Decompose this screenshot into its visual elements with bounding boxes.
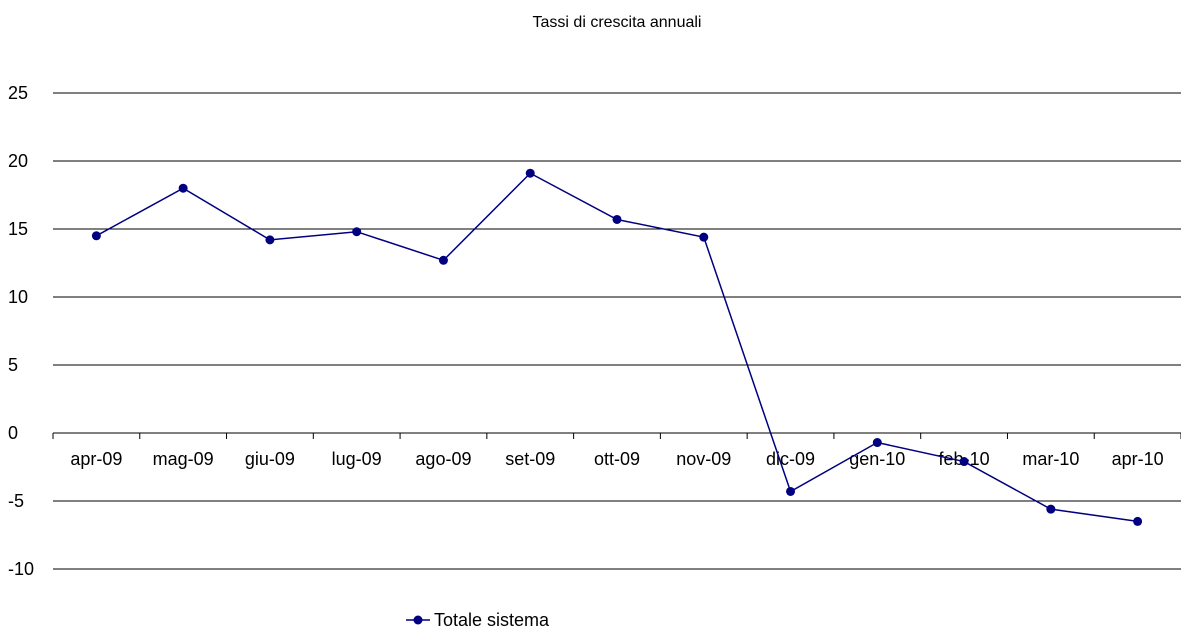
gridlines — [53, 92, 1181, 570]
series-line — [96, 172, 1138, 523]
x-tick-label: ott-09 — [594, 449, 640, 469]
x-tick-label: gen-10 — [849, 449, 905, 469]
data-point — [699, 232, 709, 242]
data-point — [1046, 504, 1056, 514]
y-tick-label: 15 — [8, 219, 28, 239]
x-tick-label: dic-09 — [766, 449, 815, 469]
x-axis: apr-09 mag-09 giu-09 lug-09 ago-09 set-09 ott-… — [52, 433, 1181, 469]
y-tick-label: -10 — [8, 559, 34, 579]
data-point — [786, 486, 796, 496]
x-tick-label: apr-09 — [70, 449, 122, 469]
y-axis-ticks: -10 -5 0 5 10 15 20 25 — [8, 83, 34, 579]
data-point — [178, 183, 188, 193]
y-tick-label: 10 — [8, 287, 28, 307]
x-tick-label: apr-10 — [1112, 449, 1164, 469]
legend: Totale sistema — [406, 610, 550, 630]
x-tick-label: ago-09 — [415, 449, 471, 469]
legend-label: Totale sistema — [434, 610, 550, 630]
data-point — [525, 168, 535, 178]
data-point — [91, 231, 101, 241]
y-tick-label: 0 — [8, 423, 18, 443]
data-point — [1133, 516, 1143, 526]
x-tick-label: giu-09 — [245, 449, 295, 469]
y-tick-label: 25 — [8, 83, 28, 103]
data-point — [959, 457, 969, 467]
x-tick-label: nov-09 — [676, 449, 731, 469]
x-tick-label: set-09 — [505, 449, 555, 469]
y-tick-label: 20 — [8, 151, 28, 171]
x-tick-label: mar-10 — [1022, 449, 1079, 469]
data-point — [265, 235, 275, 245]
x-tick-label: mag-09 — [153, 449, 214, 469]
series-totale-sistema — [91, 168, 1143, 526]
data-point — [872, 438, 882, 448]
chart-title: Tassi di crescita annuali — [533, 14, 702, 31]
data-point — [612, 214, 622, 224]
y-tick-label: 5 — [8, 355, 18, 375]
legend-dot-marker — [413, 615, 423, 625]
data-point — [352, 227, 362, 237]
data-point — [438, 255, 448, 265]
y-tick-label: -5 — [8, 491, 24, 511]
x-tick-label: lug-09 — [332, 449, 382, 469]
